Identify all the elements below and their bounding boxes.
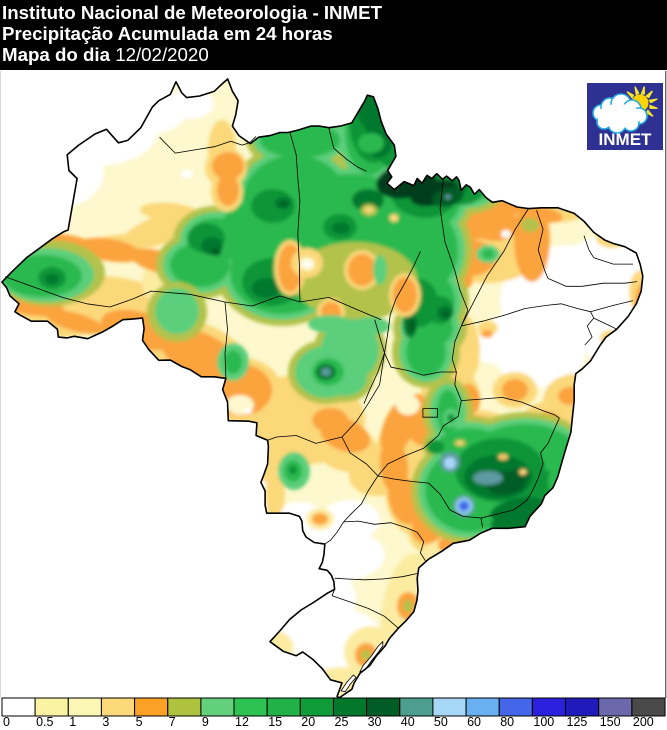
svg-text:9: 9 [202,715,209,729]
svg-text:INMET: INMET [599,130,653,149]
svg-text:60: 60 [467,715,481,729]
svg-text:20: 20 [301,715,315,729]
svg-text:5: 5 [136,715,143,729]
svg-text:25: 25 [335,715,349,729]
svg-text:50: 50 [434,715,448,729]
svg-text:12: 12 [235,715,249,729]
svg-text:15: 15 [268,715,282,729]
svg-text:125: 125 [567,715,588,729]
svg-text:80: 80 [500,715,514,729]
svg-text:Mapa do dia 12/02/2020: Mapa do dia 12/02/2020 [2,44,209,65]
svg-text:100: 100 [533,715,554,729]
svg-text:0.5: 0.5 [36,715,53,729]
svg-text:7: 7 [169,715,176,729]
svg-text:200: 200 [633,715,654,729]
svg-text:0: 0 [3,715,10,729]
svg-text:40: 40 [401,715,415,729]
svg-text:150: 150 [600,715,621,729]
svg-text:30: 30 [368,715,382,729]
svg-text:3: 3 [102,715,109,729]
svg-text:1: 1 [69,715,76,729]
svg-text:Precipitação Acumulada em 24 h: Precipitação Acumulada em 24 horas [2,23,333,44]
svg-text:Instituto Nacional de Meteorol: Instituto Nacional de Meteorologia - INM… [2,2,383,23]
